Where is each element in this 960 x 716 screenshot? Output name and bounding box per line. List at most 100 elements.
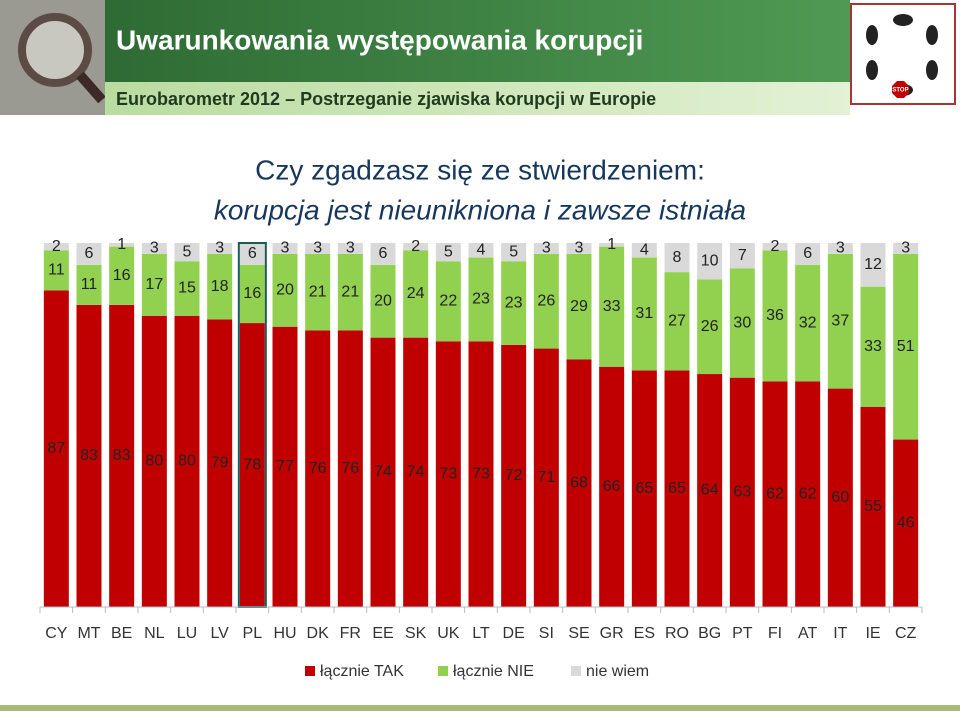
value-label: 62: [799, 485, 817, 502]
value-label: 80: [178, 453, 196, 470]
value-label: 37: [831, 312, 849, 329]
magnifier-handle: [76, 71, 106, 104]
value-label: 76: [341, 460, 359, 477]
bar-segment: [207, 319, 233, 607]
bar-segment: [697, 243, 723, 280]
bar-segment: [762, 381, 788, 607]
x-tick-label: HU: [273, 625, 296, 642]
value-label: 33: [603, 298, 621, 315]
x-tick-label: LV: [210, 625, 229, 642]
bar-segment: [305, 330, 331, 607]
legend-swatch: [305, 666, 315, 676]
bar-segment: [174, 243, 200, 262]
value-label: 31: [635, 305, 653, 322]
value-label: 30: [733, 314, 751, 331]
bar-segment: [43, 243, 69, 251]
bar-segment: [468, 257, 494, 342]
value-label: 74: [374, 464, 392, 481]
bar-segment: [435, 341, 461, 607]
bar-segment: [239, 264, 265, 324]
bar-segment: [631, 243, 657, 258]
x-tick-label: SK: [405, 625, 427, 642]
value-label: 26: [701, 318, 719, 335]
value-label: 12: [864, 256, 882, 273]
bar-segment: [403, 243, 429, 251]
value-label: 73: [472, 465, 490, 482]
value-label: 2: [52, 238, 61, 255]
legend-label: nie wiem: [586, 663, 649, 680]
value-label: 21: [309, 283, 327, 300]
x-tick-label: DK: [307, 625, 330, 642]
x-tick-label: DE: [503, 625, 525, 642]
bar-segment: [370, 243, 396, 265]
value-label: 1: [117, 236, 126, 253]
bar-segment: [76, 304, 102, 607]
value-label: 3: [215, 240, 224, 257]
bar-segment: [141, 253, 167, 316]
legend-swatch: [571, 666, 581, 676]
stop-sign: [892, 81, 909, 98]
value-label: 63: [733, 484, 751, 501]
value-label: 64: [701, 482, 719, 499]
bar-segment: [762, 250, 788, 382]
value-label: 20: [276, 282, 294, 299]
bar-segment: [664, 272, 690, 371]
bar-segment: [109, 246, 135, 305]
value-label: 6: [248, 245, 257, 262]
x-tick-label: CZ: [895, 625, 917, 642]
value-label: 29: [570, 298, 588, 315]
x-tick-label: RO: [665, 625, 689, 642]
value-label: 51: [897, 338, 915, 355]
bar-segment: [599, 246, 625, 367]
value-label: 87: [47, 440, 65, 457]
bar-segment: [566, 359, 592, 607]
bar-segment: [337, 243, 363, 254]
value-label: 65: [668, 480, 686, 497]
value-label: 6: [379, 245, 388, 262]
x-tick-label: CY: [45, 625, 68, 642]
value-label: 3: [836, 240, 845, 257]
value-label: 3: [281, 240, 290, 257]
value-label: 46: [897, 514, 915, 531]
value-label: 3: [346, 240, 355, 257]
value-label: 15: [178, 280, 196, 297]
title-bar: [105, 0, 850, 82]
value-label: 3: [901, 240, 910, 257]
chart-subtitle: korupcja jest nieunikniona i zawsze istn…: [214, 194, 746, 225]
bar-segment: [860, 406, 886, 607]
bar-segment: [337, 253, 363, 331]
value-label: 78: [243, 456, 261, 473]
bar-segment: [795, 381, 821, 607]
bar-segment: [141, 315, 167, 607]
bar-segment: [795, 243, 821, 265]
bar-segment: [305, 243, 331, 254]
value-label: 22: [439, 292, 457, 309]
value-label: 18: [211, 278, 229, 295]
value-label: 2: [771, 238, 780, 255]
value-label: 7: [738, 247, 747, 264]
bar-segment: [533, 243, 559, 254]
bar-segment: [827, 243, 853, 254]
bar-segment: [174, 315, 200, 607]
value-label: 16: [113, 267, 131, 284]
value-label: 73: [439, 465, 457, 482]
value-label: 60: [831, 489, 849, 506]
value-label: 10: [701, 252, 719, 269]
bar-segment: [599, 366, 625, 607]
bar-segment: [860, 286, 886, 407]
x-tick-label: SE: [568, 625, 589, 642]
legend-label: łącznie TAK: [320, 663, 404, 680]
bar-segment: [109, 304, 135, 607]
value-label: 21: [341, 283, 359, 300]
bar-segment: [697, 279, 723, 375]
x-tick-label: LU: [177, 625, 197, 642]
stop-text: STOP: [892, 88, 908, 94]
bar-segment: [43, 290, 69, 607]
value-label: 6: [85, 245, 94, 262]
bar-segment: [76, 264, 102, 305]
value-label: 71: [537, 469, 555, 486]
bar-segment: [664, 243, 690, 273]
x-tick-label: PL: [243, 625, 263, 642]
value-label: 23: [505, 294, 523, 311]
value-label: 4: [477, 241, 486, 258]
